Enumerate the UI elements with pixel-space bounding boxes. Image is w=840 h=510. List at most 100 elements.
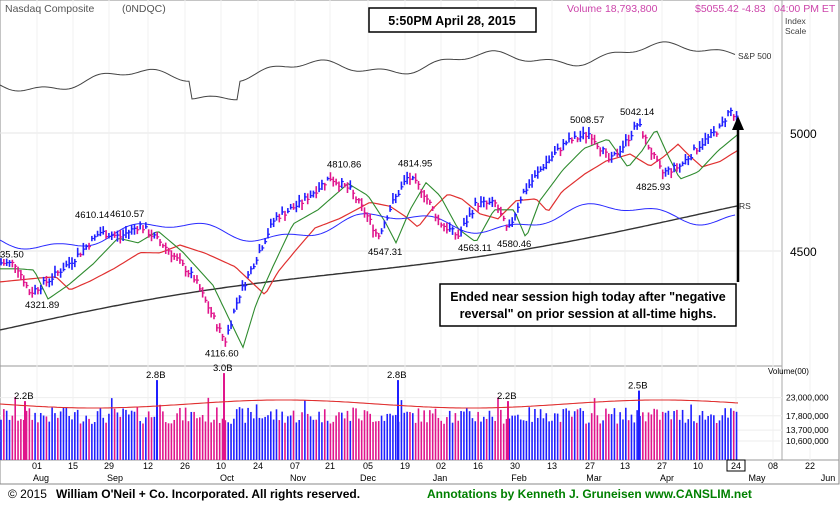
volume-bar bbox=[363, 410, 366, 460]
volume-bar bbox=[622, 419, 624, 460]
volume-bar bbox=[199, 417, 201, 460]
date-tick-label: 24 bbox=[253, 461, 263, 471]
volume-bar bbox=[335, 415, 337, 460]
volume-bar bbox=[235, 409, 238, 460]
volume-bar bbox=[267, 415, 269, 460]
volume-spike bbox=[223, 373, 225, 460]
volume-bar bbox=[483, 416, 485, 460]
volume-bar bbox=[653, 408, 655, 460]
volume-bar bbox=[599, 423, 602, 460]
volume-bar bbox=[11, 415, 14, 460]
volume-bar bbox=[610, 414, 613, 460]
volume-bar bbox=[710, 414, 712, 460]
footer-company: William O'Neil + Co. Incorporated. All r… bbox=[56, 487, 360, 501]
volume-bar bbox=[519, 419, 522, 460]
volume-average-line bbox=[0, 399, 739, 409]
volume-bar bbox=[400, 400, 403, 460]
volume-bar bbox=[289, 415, 292, 460]
volume-bar bbox=[110, 398, 113, 460]
volume-bar bbox=[633, 422, 636, 460]
volume-bar bbox=[119, 416, 122, 460]
volume-bar bbox=[224, 420, 227, 460]
date-tick-label: 30 bbox=[510, 461, 520, 471]
volume-bar bbox=[676, 409, 678, 460]
volume-bar bbox=[216, 407, 218, 460]
volume-bar bbox=[193, 411, 195, 460]
volume-bar bbox=[670, 419, 673, 460]
rs-label: RS bbox=[739, 201, 751, 211]
volume-bar bbox=[681, 409, 684, 460]
month-label: Sep bbox=[107, 473, 123, 483]
volume-bar bbox=[431, 413, 434, 460]
volume-bar bbox=[485, 418, 488, 460]
volume-bar bbox=[207, 397, 210, 460]
volume-bar bbox=[133, 411, 136, 460]
price-label: 4814.95 bbox=[398, 159, 432, 170]
volume-bar bbox=[528, 407, 531, 460]
volume-bar bbox=[241, 408, 244, 460]
volume-bar bbox=[568, 410, 570, 460]
volume-bar bbox=[65, 407, 68, 460]
index-scale-line1: Index bbox=[785, 16, 807, 26]
volume-bar bbox=[218, 422, 221, 460]
month-label: Jan bbox=[433, 473, 448, 483]
volume-bar bbox=[247, 407, 249, 460]
footer-annotations: Annotations by Kenneth J. Gruneisen www.… bbox=[427, 487, 752, 501]
volume-bar bbox=[42, 415, 45, 460]
volume-bar bbox=[684, 422, 687, 460]
volume-bar bbox=[45, 416, 48, 460]
volume-bar bbox=[412, 413, 414, 460]
volume-bar bbox=[369, 413, 371, 460]
volume-bar bbox=[545, 413, 548, 460]
volume-bar bbox=[713, 415, 715, 460]
date-tick-label: 15 bbox=[68, 461, 78, 471]
volume-bar bbox=[204, 421, 207, 460]
volume-tick-label: 13,700,000 bbox=[786, 425, 829, 435]
volume-bar bbox=[252, 418, 255, 460]
index-title: Nasdaq Composite bbox=[5, 3, 94, 15]
volume-bar bbox=[465, 407, 468, 460]
price-label: 4116.60 bbox=[205, 348, 239, 359]
index-symbol: (0NDQC) bbox=[122, 3, 166, 15]
volume-bar bbox=[539, 409, 542, 460]
volume-bar bbox=[630, 414, 633, 460]
volume-bar bbox=[372, 421, 374, 460]
date-tick-label: 29 bbox=[104, 461, 114, 471]
price-label: 5042.14 bbox=[620, 107, 654, 118]
volume-bar bbox=[429, 410, 431, 460]
volume-bar bbox=[636, 410, 638, 460]
sp500-line bbox=[0, 41, 736, 101]
volume-bar bbox=[500, 409, 502, 460]
volume-bar bbox=[295, 422, 298, 460]
volume-bar bbox=[554, 413, 556, 460]
volume-bar bbox=[37, 422, 39, 460]
volume-bar bbox=[28, 408, 31, 460]
volume-bar bbox=[201, 414, 204, 460]
volume-bar bbox=[332, 421, 335, 460]
volume-bar bbox=[667, 410, 670, 460]
volume-bar bbox=[79, 423, 82, 460]
volume-spike bbox=[24, 401, 26, 460]
volume-bar bbox=[301, 412, 303, 460]
price-label: 4610.57 bbox=[110, 209, 144, 220]
volume-bar bbox=[255, 404, 258, 460]
price-bars bbox=[0, 107, 739, 347]
volume-bar bbox=[565, 408, 567, 460]
volume-bar bbox=[57, 417, 59, 460]
volume-bar bbox=[627, 420, 630, 460]
volume-bar bbox=[536, 417, 539, 460]
volume-bar bbox=[551, 420, 553, 460]
volume-bar bbox=[159, 404, 161, 460]
price-label: 4810.86 bbox=[327, 160, 361, 171]
volume-bar bbox=[644, 421, 647, 460]
volume-bar bbox=[284, 422, 286, 460]
date-tick-label: 27 bbox=[585, 461, 595, 471]
volume-bar bbox=[153, 416, 156, 460]
volume-bar bbox=[386, 413, 389, 460]
volume-bar bbox=[108, 413, 110, 460]
volume-bar bbox=[474, 421, 477, 460]
volume-bar bbox=[176, 413, 178, 460]
volume-bar bbox=[559, 421, 562, 460]
volume-bar bbox=[659, 419, 661, 460]
